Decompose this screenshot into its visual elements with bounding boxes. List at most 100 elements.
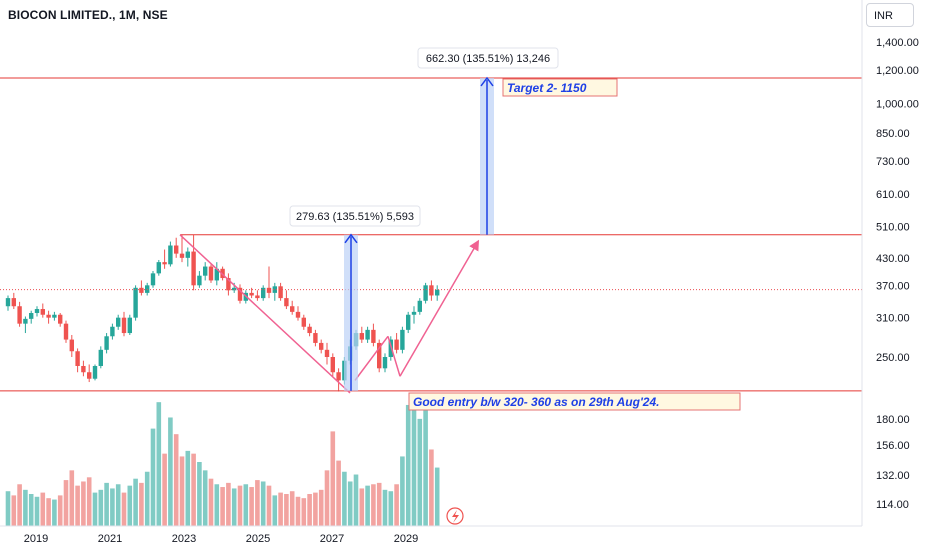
volume-bar (133, 478, 138, 526)
price-tick-label: 1,000.00 (876, 99, 919, 111)
candle-body (185, 251, 190, 258)
price-tick-label: 250.00 (876, 352, 910, 364)
candle-body (214, 268, 219, 281)
volume-bar (272, 495, 278, 526)
volume-bar (34, 496, 40, 526)
volume-bar (168, 417, 173, 526)
volume-bar (81, 481, 86, 526)
entry-annotation-bg (408, 392, 741, 411)
volume-bar (365, 485, 370, 526)
volume-bar (423, 409, 428, 526)
volume-bar (179, 456, 185, 526)
volume-bar (162, 453, 167, 526)
candle-body (29, 313, 34, 319)
candle-body (127, 317, 132, 334)
time-tick-label: 2027 (320, 533, 344, 545)
candle-body (400, 329, 405, 350)
volume-bar (324, 470, 330, 526)
price-tick-label: 730.00 (876, 156, 910, 168)
measure-range-2-arrowhead (480, 76, 494, 87)
chart-title: BIOCON LIMITED., 1M, NSE (8, 8, 168, 22)
currency-button[interactable]: INR (866, 3, 914, 27)
volume-bar (11, 495, 17, 526)
volume-bar (388, 491, 394, 526)
candle-body (255, 295, 260, 299)
volume-bar (220, 487, 225, 526)
volume-bar (144, 471, 150, 526)
volume-bar (17, 484, 22, 526)
volume-bar (75, 485, 80, 526)
candle-body (191, 251, 196, 286)
volume-bar (318, 489, 324, 526)
lightning-glyph (452, 510, 459, 523)
volume-bar (255, 480, 260, 526)
candle-body (168, 245, 173, 265)
time-tick-label: 2023 (172, 533, 196, 545)
candle-body (377, 342, 382, 369)
candle-body (365, 329, 370, 340)
candle-body (46, 314, 51, 318)
candle-body (249, 292, 254, 296)
volume-bar (295, 496, 301, 526)
drawing-overlays: 1,150.00487.75207.67361.501d 7h279.63 (1… (0, 47, 916, 525)
volume-bar (353, 474, 359, 526)
volume-bar (347, 481, 353, 526)
candle-body (336, 372, 341, 381)
candle-body (116, 317, 121, 327)
candle-body (162, 262, 167, 265)
volume-bar (260, 481, 266, 526)
candle-body (313, 333, 318, 343)
candle-body (290, 306, 295, 312)
volume-bar (376, 482, 382, 526)
volume-bar (46, 498, 51, 526)
volume-bar (121, 492, 127, 526)
volume-bar (226, 482, 231, 526)
trend-line-up-1 (354, 335, 389, 381)
volume-bar (336, 460, 341, 526)
volume-bar (434, 467, 440, 526)
candle-body (98, 349, 103, 366)
volume-bar (289, 491, 295, 526)
candle-body (63, 323, 69, 340)
candle-body (203, 266, 208, 276)
volume-bar (382, 489, 388, 526)
volume-bar (417, 418, 423, 526)
candle-body (52, 314, 57, 318)
volume-bar (173, 434, 179, 526)
volume-bar (411, 398, 417, 526)
time-tick-label: 2019 (24, 533, 48, 545)
measure-label-2-bg (417, 47, 559, 69)
volume-bar (23, 489, 28, 526)
candle-body (237, 287, 243, 301)
candle-body (330, 357, 335, 373)
candle-body (423, 285, 428, 301)
volume-bars (5, 398, 440, 526)
volume-bar (197, 462, 202, 526)
candle-body (81, 365, 86, 373)
volume-bar (185, 450, 191, 526)
candlestick-series (5, 235, 440, 392)
entry-annotation: Good entry b/w 320- 360 as on 29th Aug'2… (413, 395, 659, 409)
candle-body (75, 351, 80, 366)
candle-body (266, 287, 272, 293)
trend-line-down (179, 234, 351, 394)
volume-bar (5, 491, 11, 526)
volume-bar (86, 477, 92, 526)
volume-bar (249, 487, 254, 526)
price-scale-bg (862, 0, 932, 550)
volume-bar (243, 484, 249, 526)
price-tick-label: 430.00 (876, 253, 910, 265)
volume-bar (98, 489, 104, 526)
candle-body (5, 298, 11, 307)
volume-bar (284, 494, 289, 526)
volume-bar (28, 494, 34, 526)
candle-body (150, 273, 156, 286)
volume-bar (202, 470, 208, 526)
candle-body (406, 314, 411, 330)
volume-bar (278, 492, 283, 526)
time-tick-label: 2021 (98, 533, 122, 545)
time-tick-label: 2025 (246, 533, 270, 545)
measure-label-1-bg (289, 205, 421, 227)
